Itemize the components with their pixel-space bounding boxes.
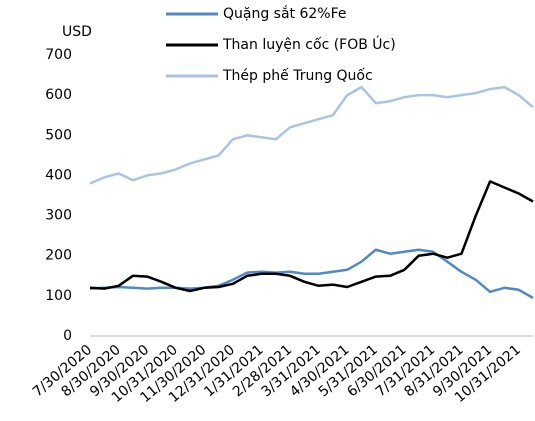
y-tick-label: 100	[45, 288, 72, 304]
y-tick-label: 400	[45, 167, 72, 183]
y-tick-label: 700	[45, 47, 72, 63]
y-tick-label: 300	[45, 208, 72, 224]
y-tick-label: 500	[45, 127, 72, 143]
legend-label: Thép phế Trung Quốc	[222, 67, 373, 84]
y-tick-label: 600	[45, 87, 72, 103]
legend-label: Than luyện cốc (FOB Úc)	[222, 35, 396, 53]
y-axis-label: USD	[62, 24, 92, 40]
y-tick-label: 200	[45, 248, 72, 264]
series-line	[89, 85, 534, 185]
legend-label: Quặng sắt 62%Fe	[223, 5, 347, 22]
series-line	[89, 248, 534, 299]
series-line	[89, 180, 534, 293]
y-tick-label: 0	[63, 328, 72, 344]
